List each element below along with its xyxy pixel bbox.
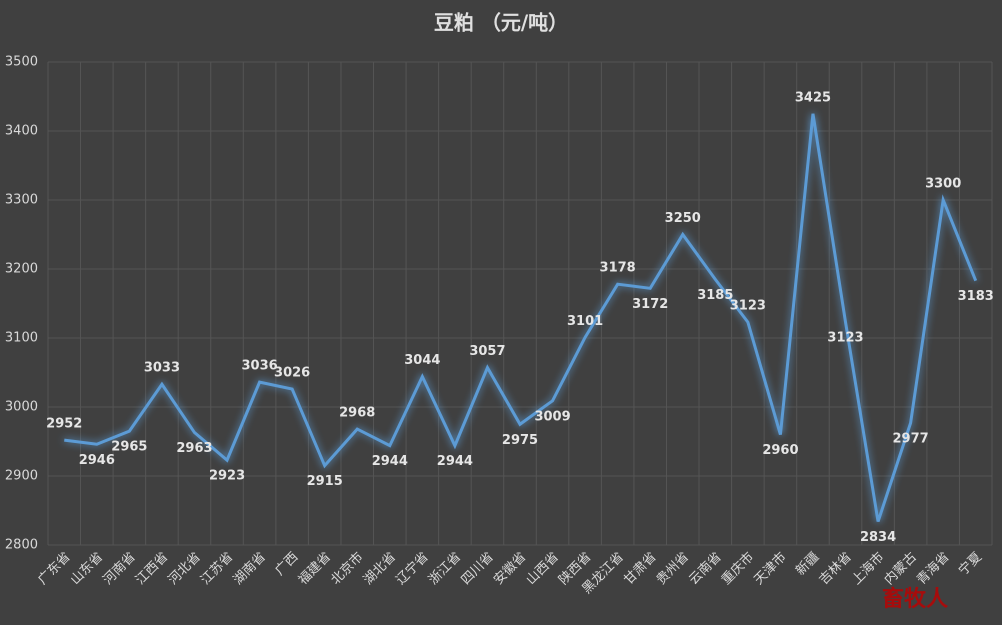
data-label: 2963 [176, 441, 212, 456]
data-label: 3123 [730, 299, 766, 314]
data-label: 2923 [209, 469, 245, 484]
data-label: 2977 [893, 431, 929, 446]
data-label: 3172 [632, 297, 668, 312]
y-tick-label: 3400 [5, 124, 38, 139]
data-label: 3057 [469, 344, 505, 359]
data-label: 3036 [241, 359, 277, 374]
data-label: 2965 [111, 440, 147, 455]
data-label: 2834 [860, 530, 896, 545]
data-label: 2944 [437, 454, 473, 469]
data-label: 3178 [600, 261, 636, 276]
data-label: 3033 [144, 361, 180, 376]
y-tick-label: 3500 [5, 55, 38, 70]
data-label: 2975 [502, 433, 538, 448]
y-tick-label: 2900 [5, 469, 38, 484]
data-label: 3123 [827, 331, 863, 346]
data-label: 3183 [958, 289, 994, 304]
data-label: 3425 [795, 90, 831, 105]
data-label: 2968 [339, 406, 375, 421]
data-label: 3044 [404, 353, 440, 368]
watermark: 畜牧人 [882, 586, 948, 612]
y-tick-label: 3000 [5, 400, 38, 415]
data-label: 3185 [697, 288, 733, 303]
data-label: 2960 [762, 443, 798, 458]
data-label: 3026 [274, 366, 310, 381]
y-tick-label: 3300 [5, 193, 38, 208]
y-tick-label: 3200 [5, 262, 38, 277]
y-tick-label: 2800 [5, 538, 38, 553]
data-label: 2952 [46, 417, 82, 432]
data-label: 2915 [307, 474, 343, 489]
chart-title: 豆粕 （元/吨） [434, 11, 568, 35]
data-label: 2946 [79, 453, 115, 468]
data-label: 3009 [534, 409, 570, 424]
line [64, 113, 978, 523]
data-label: 3101 [567, 314, 603, 329]
data-label: 2944 [372, 454, 408, 469]
y-tick-label: 3100 [5, 331, 38, 346]
data-label: 3300 [925, 177, 961, 192]
data-label: 3250 [665, 211, 701, 226]
